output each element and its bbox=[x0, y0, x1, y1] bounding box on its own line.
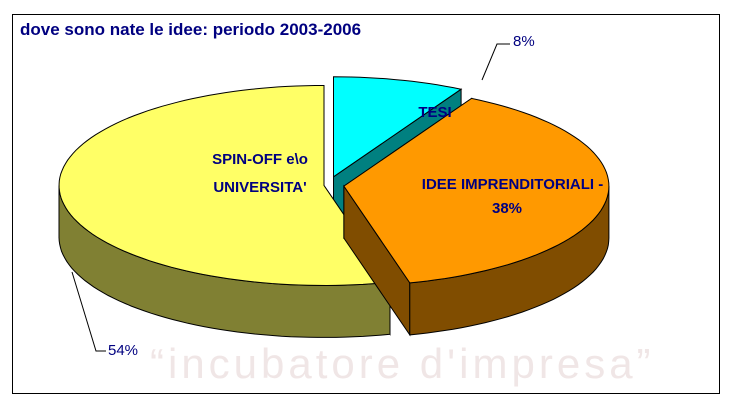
value-label: 38% bbox=[492, 200, 523, 217]
leader-line bbox=[71, 271, 106, 352]
slice bbox=[333, 76, 463, 178]
category-label: IDEE IMPRENDITORIALI - bbox=[421, 176, 604, 193]
category-label: TESI bbox=[418, 104, 452, 121]
watermark: “incubatore d'impresa” bbox=[150, 340, 655, 387]
leader-line bbox=[481, 43, 510, 81]
value-label: 54% bbox=[108, 342, 139, 359]
chart-frame bbox=[12, 14, 720, 394]
slice bbox=[343, 97, 610, 284]
chart-title: dove sono nate le idee: periodo 2003-200… bbox=[20, 20, 362, 39]
value-label: 8% bbox=[513, 33, 535, 50]
category-label: SPIN-OFF e\o UNIVERSITA' bbox=[212, 151, 308, 196]
slice bbox=[58, 85, 391, 287]
